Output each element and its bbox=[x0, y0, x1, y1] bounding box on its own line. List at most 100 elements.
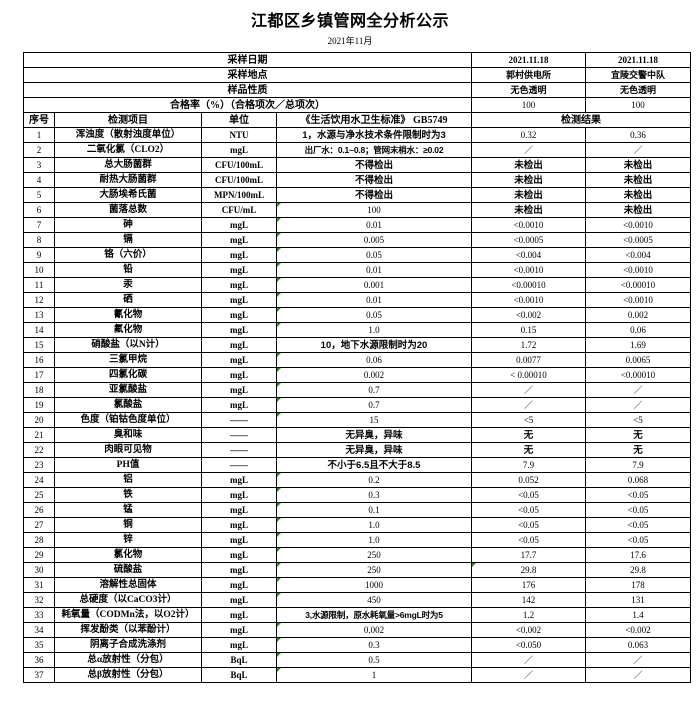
result-text: <0.002 bbox=[515, 309, 542, 320]
col-header-item: 检测项目 bbox=[54, 112, 202, 128]
water-quality-table: 采样日期 2021.11.18 2021.11.18 采样地点 郭村供电所 宜陵交警中队样… bbox=[23, 52, 691, 683]
row-standard-value: 0.06 bbox=[276, 352, 472, 368]
standard-text: 0.002 bbox=[363, 369, 385, 380]
result-text: 0.0077 bbox=[516, 354, 541, 365]
table-row: 37 总β放射性（分包） BqL 1 ／ ／ bbox=[23, 667, 691, 683]
row-standard-value: 10，地下水源限制时为20 bbox=[276, 337, 472, 353]
result-text: 7.9 bbox=[632, 459, 644, 470]
table-row: 5 大肠埃希氏菌 MPN/100mL 不得检出 未检出 未检出 bbox=[23, 187, 691, 203]
row-unit: mgL bbox=[201, 232, 277, 248]
row-item-name: 硒 bbox=[54, 292, 202, 308]
row-standard-value: 0.002 bbox=[276, 367, 472, 383]
meta-row: 样品性质 无色透明 无色透明 bbox=[23, 82, 691, 98]
row-standard-value: 0.05 bbox=[276, 247, 472, 263]
row-unit: mgL bbox=[201, 517, 277, 533]
result-text: 0.002 bbox=[627, 309, 649, 320]
error-indicator-icon bbox=[277, 353, 281, 357]
column-header-row: 序号 检测项目 单位 《生活饮用水卫生标准》 GB5749 检测结果 bbox=[23, 112, 691, 128]
row-number: 31 bbox=[23, 577, 55, 593]
row-number: 25 bbox=[23, 487, 55, 503]
row-result-col2: <5 bbox=[585, 412, 691, 428]
row-item-name: 锰 bbox=[54, 502, 202, 518]
error-indicator-icon bbox=[277, 623, 281, 627]
row-unit: MPN/100mL bbox=[201, 187, 277, 203]
meta-label: 采样地点 bbox=[23, 67, 472, 83]
row-result-col2: 17.6 bbox=[585, 547, 691, 563]
row-item-name: 二氧化氯（CLO2） bbox=[54, 142, 202, 158]
standard-text: 0.001 bbox=[363, 279, 385, 290]
row-standard-value: 450 bbox=[276, 592, 472, 608]
row-result-col1: 0.0077 bbox=[471, 352, 586, 368]
meta-row: 采样地点 郭村供电所 宜陵交警中队 bbox=[23, 67, 691, 83]
error-indicator-icon bbox=[277, 593, 281, 597]
row-number: 5 bbox=[23, 187, 55, 203]
row-unit: —— bbox=[201, 442, 277, 458]
row-item-name: 硝酸盐（以N计） bbox=[54, 337, 202, 353]
row-item-name: 硫酸盐 bbox=[54, 562, 202, 578]
result-text: 未检出 bbox=[514, 204, 543, 216]
row-standard-value: 0.5 bbox=[276, 652, 472, 668]
row-standard-value: 3,水源限制，原水耗氧量>6mgL时为5 bbox=[276, 607, 472, 623]
result-text: <0.05 bbox=[627, 534, 649, 545]
table-row: 33 耗氧量（CODMn法，以O2计） mgL 3,水源限制，原水耗氧量>6mgL时为… bbox=[23, 607, 691, 623]
row-standard-value: 1，水源与净水技术条件限制时为3 bbox=[276, 127, 472, 143]
row-standard-value: 0.3 bbox=[276, 487, 472, 503]
result-text: 0.15 bbox=[520, 324, 537, 335]
row-item-name: 铝 bbox=[54, 472, 202, 488]
table-row: 23 PH值 —— 不小于6.5且不大于8.5 7.9 7.9 bbox=[23, 457, 691, 473]
result-text: <5 bbox=[523, 414, 534, 425]
row-item-name: 铬（六价） bbox=[54, 247, 202, 263]
table-row: 12 硒 mgL 0.01 <0.0010 <0.0010 bbox=[23, 292, 691, 308]
result-text: <0.05 bbox=[627, 489, 649, 500]
row-result-col2: 131 bbox=[585, 592, 691, 608]
row-unit: mgL bbox=[201, 262, 277, 278]
row-unit: CFU/100mL bbox=[201, 157, 277, 173]
row-result-col1: 1.2 bbox=[471, 607, 586, 623]
result-text: <0.004 bbox=[625, 249, 651, 260]
row-result-col1: <0.0010 bbox=[471, 217, 586, 233]
row-unit: mgL bbox=[201, 547, 277, 563]
result-text: ／ bbox=[633, 399, 643, 410]
row-result-col2: 无 bbox=[585, 427, 691, 443]
row-number: 27 bbox=[23, 517, 55, 533]
standard-text: 0.01 bbox=[366, 264, 382, 275]
meta-value-col1: 郭村供电所 bbox=[471, 67, 586, 83]
row-result-col1: <0.0005 bbox=[471, 232, 586, 248]
row-result-col2: <0.05 bbox=[585, 532, 691, 548]
result-text: <0.0010 bbox=[513, 264, 544, 275]
result-text: 0.068 bbox=[627, 474, 649, 485]
row-item-name: 三氯甲烷 bbox=[54, 352, 202, 368]
result-text: < 0.00010 bbox=[510, 369, 547, 380]
table-row: 1 浑浊度（散射浊度单位） NTU 1，水源与净水技术条件限制时为3 0.32 0.36 bbox=[23, 127, 691, 143]
standard-text: 无异臭，异味 bbox=[345, 444, 403, 456]
error-indicator-icon bbox=[277, 668, 281, 672]
result-text: <0.002 bbox=[515, 624, 542, 635]
meta-row: 采样日期 2021.11.18 2021.11.18 bbox=[23, 52, 691, 68]
row-unit: mgL bbox=[201, 637, 277, 653]
row-standard-value: 0.7 bbox=[276, 382, 472, 398]
result-text: 未检出 bbox=[623, 174, 653, 186]
row-standard-value: 0.05 bbox=[276, 307, 472, 323]
row-result-col1: <0.05 bbox=[471, 532, 586, 548]
result-text: <0.050 bbox=[515, 639, 542, 650]
row-result-col2: 未检出 bbox=[585, 187, 691, 203]
row-standard-value: 100 bbox=[276, 202, 472, 218]
row-result-col1: 29.8 bbox=[471, 562, 586, 578]
row-number: 9 bbox=[23, 247, 55, 263]
row-result-col2: ／ bbox=[585, 382, 691, 398]
row-standard-value: 250 bbox=[276, 547, 472, 563]
row-standard-value: 0.01 bbox=[276, 217, 472, 233]
row-result-col1: <0.002 bbox=[471, 307, 586, 323]
row-result-col1: 176 bbox=[471, 577, 586, 593]
error-indicator-icon bbox=[277, 293, 281, 297]
row-result-col1: ／ bbox=[471, 382, 586, 398]
result-text: 0.0065 bbox=[625, 354, 651, 365]
row-result-col2: <0.05 bbox=[585, 502, 691, 518]
table-row: 28 锌 mgL 1.0 <0.05 <0.05 bbox=[23, 532, 691, 548]
standard-text: 0.5 bbox=[368, 654, 380, 665]
error-indicator-icon bbox=[277, 323, 281, 327]
result-text: 0.052 bbox=[518, 474, 539, 485]
row-item-name: 大肠埃希氏菌 bbox=[54, 187, 202, 203]
row-result-col1: ／ bbox=[471, 667, 586, 683]
row-unit: mgL bbox=[201, 352, 277, 368]
